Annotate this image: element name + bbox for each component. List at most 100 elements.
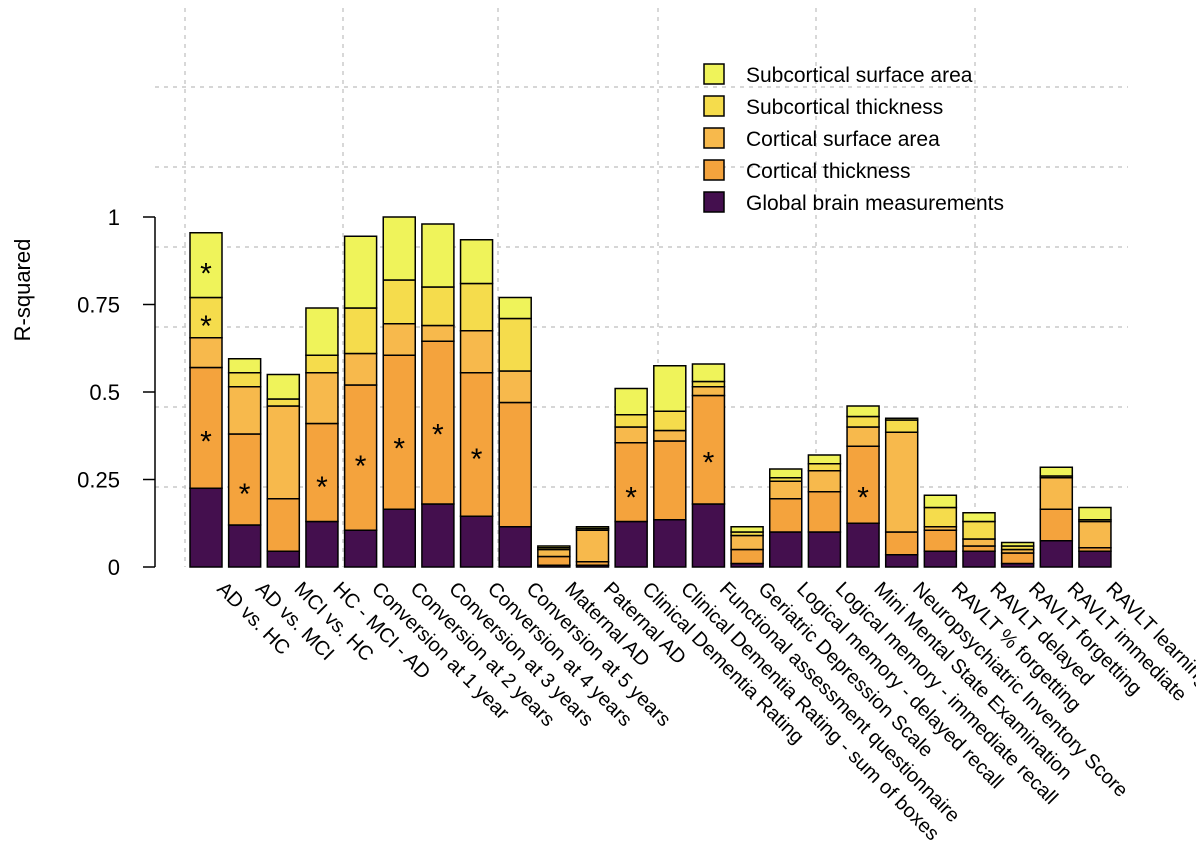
bar-segment [807,463,842,472]
bar-segment [537,545,571,549]
bar-segment [884,417,919,421]
bar-stack [421,223,455,568]
bar-segment [653,519,687,568]
bar-segment [846,415,880,428]
bar-segment [1039,508,1074,542]
bar-segment [846,445,880,524]
legend-label: Subcortical surface area [746,64,973,87]
bar-segment [421,503,455,568]
bar-segment [614,426,648,444]
significance-marks: * * * * * * * * * * * * [200,258,869,515]
bar-segment [614,414,648,428]
significance-mark: * [857,482,869,515]
bar-segment [1078,550,1112,568]
bar-segment [421,340,455,505]
bar-segment [923,550,958,568]
legend-label: Subcortical thickness [746,96,943,119]
bar-segment [227,372,262,388]
y-tick-label: 0.75 [77,293,120,318]
bar-segment [305,307,339,356]
y-tick-label: 0.25 [77,468,120,493]
bar-stack [537,545,571,568]
bar-segment [884,431,919,533]
bar-segment [189,337,223,369]
bar-segment [575,529,610,563]
bar-segment [807,470,842,493]
bar-segment [691,363,726,383]
bar-segment [498,296,532,320]
bar-segment [653,429,687,442]
bar-segment [537,555,571,566]
bar-stack [498,296,532,568]
bar-segment [1078,520,1112,549]
bar-segment [691,380,726,388]
bar-segment [1039,466,1074,477]
bar-segment [227,358,262,374]
bar-segment [923,494,958,509]
bar-segment [421,223,455,288]
bar-segment [382,323,416,356]
bar-segment [305,372,339,425]
bar-stack [227,358,262,568]
bar-stack [266,373,301,568]
bar-segment [962,520,996,540]
legend-swatch [703,191,725,213]
significance-mark: * [432,419,444,452]
bar-segment [923,506,958,528]
significance-mark: * [393,433,405,466]
bar-segment [421,286,455,327]
bar-segment [227,386,262,435]
y-axis: 0 0.25 0.5 0.75 1 [77,205,156,580]
legend-swatch [703,159,725,181]
bar-segment [537,548,571,558]
bar-segment [614,387,648,416]
bar-segment [691,503,726,568]
significance-mark: * [471,443,483,476]
bar-stack [653,365,687,568]
bar-stack [575,526,610,568]
bar-stack [730,526,764,568]
bar-segment [459,330,494,374]
bar-segment [962,550,996,568]
bar-segment [343,384,378,531]
y-axis-label: R-squared [10,239,35,342]
y-tick-label: 1 [108,205,120,230]
bar-stack [846,405,880,568]
bar-segment [498,526,532,568]
bar-segment [962,538,996,547]
bar-segment [266,498,301,552]
bar-segment [807,531,842,568]
significance-mark: * [625,482,637,515]
bar-segment [498,317,532,372]
significance-mark: * [703,447,715,480]
bar-segment [189,487,223,568]
bar-segment [769,480,803,500]
significance-mark: * [316,471,328,504]
bar-segment [614,520,648,568]
bar-stack [343,235,378,568]
legend: Subcortical surface area Subcortical thic… [703,63,1004,215]
bar-segment [807,454,842,465]
significance-mark: * [355,450,367,483]
bar-segment [227,524,262,568]
bar-segment [846,522,880,568]
bar-segment [962,512,996,523]
bar-stack [691,363,726,568]
bar-stack [962,512,996,568]
significance-mark: * [239,478,251,511]
bar-segment [498,401,532,528]
bar-segment [459,239,494,285]
bar-segment [1039,477,1074,510]
y-tick-label: 0.5 [89,380,120,405]
bar-stack [382,216,416,568]
bar-segment [730,534,764,551]
bar-segment [653,410,687,432]
bar-segment [1000,541,1035,547]
legend-swatch [703,127,725,149]
bar-segment [382,508,416,568]
bar-stack [614,387,648,568]
bar-segment [653,440,687,521]
bar-segment [459,515,494,568]
